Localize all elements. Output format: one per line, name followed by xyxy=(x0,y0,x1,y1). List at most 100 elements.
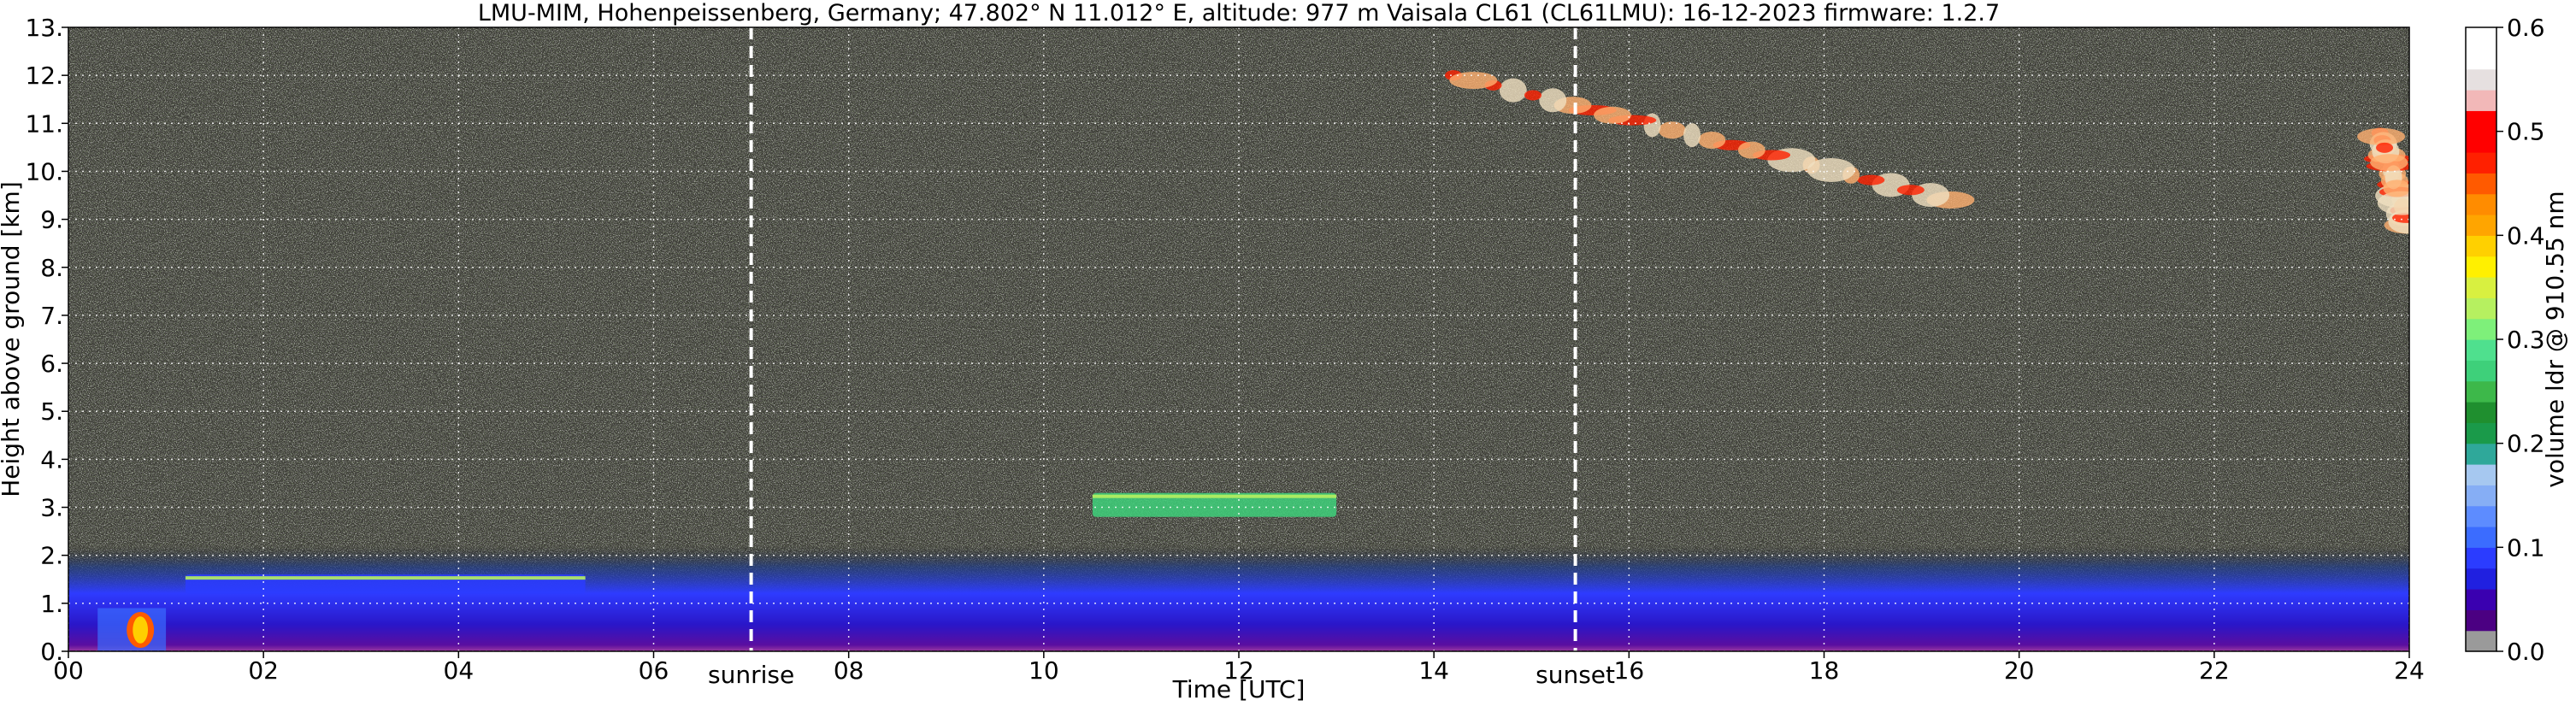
colorbar-segment xyxy=(2466,277,2496,298)
feature-cirrus-patch xyxy=(1698,131,1726,149)
feature-cirrus-patch xyxy=(1857,174,1885,185)
feature-cirrus-patch xyxy=(2383,179,2409,197)
feature-liquid-cloud-top xyxy=(1092,494,1337,498)
x-tick-label: 02 xyxy=(248,656,279,685)
feature-cirrus-patch xyxy=(1658,121,1686,139)
colorbar-segment xyxy=(2466,568,2496,590)
colorbar-segment xyxy=(2466,215,2496,236)
feature-cirrus-patch xyxy=(2370,154,2408,172)
feature-cirrus-patch xyxy=(2392,212,2409,223)
x-tick-label: 20 xyxy=(2004,656,2035,685)
colorbar-segment xyxy=(2466,48,2496,70)
x-tick-label: 04 xyxy=(444,656,475,685)
feature-cirrus-patch xyxy=(1449,71,1498,89)
colorbar-segment xyxy=(2466,402,2496,423)
marker-label-sunrise: sunrise xyxy=(708,661,794,689)
colorbar-segment xyxy=(2466,360,2496,382)
colorbar-segment xyxy=(2466,527,2496,548)
features-layer xyxy=(68,70,2409,651)
chart-title: LMU-MIM, Hohenpeissenberg, Germany; 47.8… xyxy=(478,0,2000,26)
colorbar-segment xyxy=(2466,193,2496,215)
feature-precipitation-core-inner xyxy=(133,616,149,644)
y-tick-label: 8. xyxy=(40,254,63,282)
feature-cirrus-patch xyxy=(1737,141,1765,159)
colorbar-segment xyxy=(2466,547,2496,569)
x-tick-label: 14 xyxy=(1418,656,1449,685)
x-tick-label: 24 xyxy=(2394,656,2425,685)
x-axis: 00 02 04 06 08 10 12 14 16 18 20 22 24 xyxy=(53,651,2425,685)
feature-liquid-cloud-top xyxy=(185,576,586,580)
x-tick-label: 16 xyxy=(1614,656,1645,685)
y-tick-label: 3. xyxy=(40,494,63,522)
feature-boundary-layer xyxy=(68,545,2409,651)
feature-cirrus-patch xyxy=(2376,142,2394,153)
x-axis-label: Time [UTC] xyxy=(1172,675,1306,703)
colorbar-tick-label: 0.2 xyxy=(2507,430,2545,458)
y-tick-label: 4. xyxy=(40,445,63,474)
y-tick-label: 13. xyxy=(25,14,63,42)
feature-cirrus-patch xyxy=(1594,106,1632,124)
y-tick-label: 10. xyxy=(25,157,63,185)
y-tick-label: 9. xyxy=(40,206,63,234)
feature-liquid-cloud xyxy=(1092,492,1337,517)
colorbar-segment xyxy=(2466,131,2496,153)
colorbar-segment xyxy=(2466,485,2496,507)
y-tick-label: 5. xyxy=(40,397,63,426)
feature-cirrus-patch xyxy=(1896,185,1925,196)
colorbar-tick-label: 0.1 xyxy=(2507,533,2545,562)
sun-marker-lines xyxy=(749,27,1577,651)
colorbar-tick-label: 0.4 xyxy=(2507,221,2545,250)
colorbar-segment xyxy=(2466,297,2496,320)
y-tick-label: 0. xyxy=(40,638,63,666)
feature-cirrus-patch xyxy=(1539,88,1567,113)
x-tick-label: 10 xyxy=(1029,656,1059,685)
colorbar-segment xyxy=(2466,609,2496,632)
colorbar-segment xyxy=(2466,339,2496,361)
feature-cirrus-patch xyxy=(1807,157,1855,182)
colorbar-tick-label: 0.3 xyxy=(2507,326,2545,354)
colorbar-tick-label: 0.5 xyxy=(2507,118,2545,146)
feature-cirrus-patch xyxy=(2357,127,2406,145)
feature-cirrus-patch xyxy=(1683,123,1701,148)
colorbar-segment xyxy=(2466,256,2496,278)
feature-cirrus-patch xyxy=(2377,191,2409,215)
y-axis-label: Height above ground [km] xyxy=(0,181,25,497)
colorbar-segment xyxy=(2466,505,2496,527)
colorbar-segment xyxy=(2466,152,2496,174)
y-tick-label: 12. xyxy=(25,62,63,90)
colorbar-segment xyxy=(2466,173,2496,195)
x-tick-label: 08 xyxy=(834,656,864,685)
colorbar-tick-label: 0.0 xyxy=(2507,638,2545,666)
x-tick-label: 06 xyxy=(639,656,669,685)
y-tick-label: 1. xyxy=(40,590,63,618)
colorbar-label: volume ldr @ 910.55 nm xyxy=(2541,191,2569,487)
colorbar-segment xyxy=(2466,464,2496,485)
y-tick-label: 7. xyxy=(40,302,63,330)
y-tick-label: 11. xyxy=(25,109,63,138)
colorbar-ticks: 0.0 0.1 0.2 0.3 0.4 0.5 0.6 xyxy=(2496,14,2545,666)
feature-cirrus-patch xyxy=(1499,78,1527,103)
marker-label-sunset: sunset xyxy=(1536,661,1615,689)
colorbar-segment xyxy=(2466,318,2496,340)
colorbar-segment xyxy=(2466,443,2496,465)
colorbar-segment xyxy=(2466,630,2496,652)
feature-cirrus-patch xyxy=(1524,90,1542,101)
y-tick-label: 2. xyxy=(40,542,63,570)
colorbar-segment xyxy=(2466,90,2496,111)
y-tick-label: 6. xyxy=(40,350,63,378)
colorbar-segment xyxy=(2466,110,2496,132)
x-tick-label: 22 xyxy=(2199,656,2230,685)
colorbar-segment xyxy=(2466,68,2496,91)
sun-marker-labels: sunrise sunset xyxy=(708,661,1615,689)
colorbar-segment xyxy=(2466,235,2496,257)
plot-area xyxy=(68,27,2409,651)
grid-lines xyxy=(68,27,2409,651)
y-axis: 0. 1. 2. 3. 4. 5. 6. 7. 8. 9. 10. 11. 12. 13. xyxy=(25,14,68,666)
x-tick-label: 18 xyxy=(1809,656,1840,685)
x-tick-label: 00 xyxy=(53,656,84,685)
colorbar-segment xyxy=(2466,27,2496,49)
colorbar-segment xyxy=(2466,589,2496,610)
colorbar-segment xyxy=(2466,380,2496,403)
colorbar-tick-label: 0.6 xyxy=(2507,14,2545,42)
